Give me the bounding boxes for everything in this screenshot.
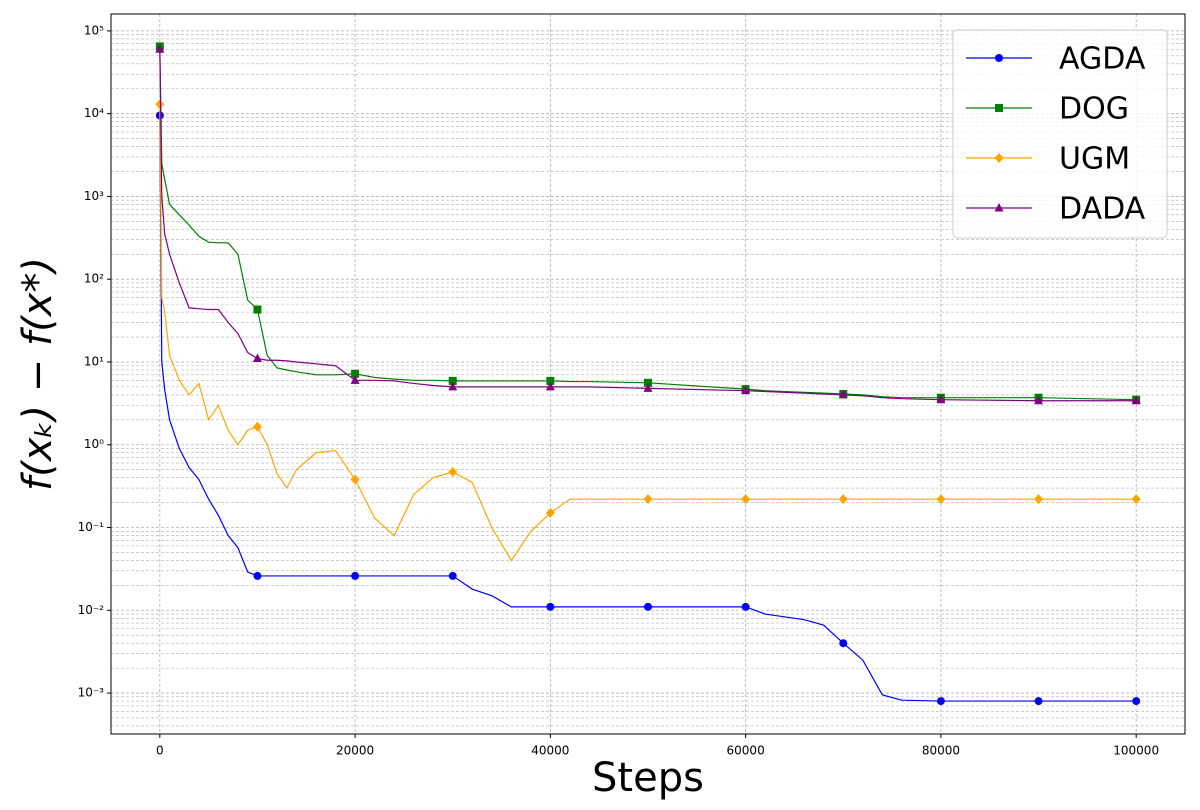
x-tick-label: 60000 xyxy=(727,744,765,758)
legend-box xyxy=(952,29,1168,239)
marker xyxy=(995,54,1003,62)
marker xyxy=(644,602,652,611)
x-tick-label: 20000 xyxy=(336,744,374,758)
series-line xyxy=(159,46,1137,401)
marker xyxy=(448,571,457,580)
series-line xyxy=(159,49,1137,402)
legend-label: DOG xyxy=(1059,92,1129,127)
y-tick-label: 10⁻² xyxy=(78,603,105,617)
marker xyxy=(741,494,751,505)
y-axis-label: f(xₖ) − f(x*) xyxy=(15,257,61,491)
marker xyxy=(155,44,165,53)
marker xyxy=(838,389,848,399)
marker xyxy=(936,394,946,404)
legend-label: DADA xyxy=(1059,192,1146,227)
marker xyxy=(1034,494,1044,505)
x-tick-label: 100000 xyxy=(1113,744,1159,758)
marker xyxy=(448,376,457,385)
marker xyxy=(252,353,262,363)
x-tick-label: 0 xyxy=(156,744,164,758)
y-tick-label: 10⁰ xyxy=(84,437,104,451)
marker xyxy=(1131,395,1141,405)
marker xyxy=(741,385,751,395)
marker xyxy=(936,697,945,706)
marker xyxy=(545,507,555,518)
x-tick-label: 40000 xyxy=(531,744,569,758)
axes-frame xyxy=(110,13,1186,735)
marker xyxy=(643,494,653,505)
marker xyxy=(839,639,848,648)
marker xyxy=(155,99,165,110)
y-tick-label: 10² xyxy=(84,272,104,286)
marker xyxy=(253,305,262,314)
marker xyxy=(995,104,1003,112)
marker xyxy=(448,381,458,391)
marker xyxy=(448,466,458,477)
marker xyxy=(838,494,848,505)
marker xyxy=(644,378,652,387)
marker xyxy=(252,421,262,432)
y-tick-label: 10¹ xyxy=(84,354,104,368)
marker xyxy=(643,383,653,392)
marker xyxy=(351,571,360,580)
marker xyxy=(545,381,555,391)
marker xyxy=(994,153,1004,163)
marker xyxy=(1034,697,1043,706)
y-tick-label: 10³ xyxy=(84,189,104,203)
marker xyxy=(994,203,1004,212)
series-line xyxy=(159,115,1137,702)
marker xyxy=(741,602,750,611)
marker xyxy=(351,369,360,378)
y-tick-label: 10⁻³ xyxy=(78,686,105,700)
marker xyxy=(546,376,555,385)
marker xyxy=(936,494,946,505)
legend-label: UGM xyxy=(1059,142,1130,177)
plot-area xyxy=(155,42,1141,706)
y-tick-label: 10⁵ xyxy=(84,23,104,37)
y-tick-label: 10⁴ xyxy=(84,106,104,120)
x-tick-label: 80000 xyxy=(922,744,960,758)
marker xyxy=(546,602,555,611)
marker xyxy=(350,375,360,384)
legend-label: AGDA xyxy=(1059,42,1146,77)
marker xyxy=(1132,697,1141,706)
marker xyxy=(253,571,262,580)
marker xyxy=(350,474,360,485)
x-axis-label: Steps xyxy=(592,755,704,801)
marker xyxy=(1034,395,1044,405)
series-line xyxy=(159,104,1137,562)
marker xyxy=(1131,494,1141,505)
y-tick-label: 10⁻¹ xyxy=(78,520,105,534)
